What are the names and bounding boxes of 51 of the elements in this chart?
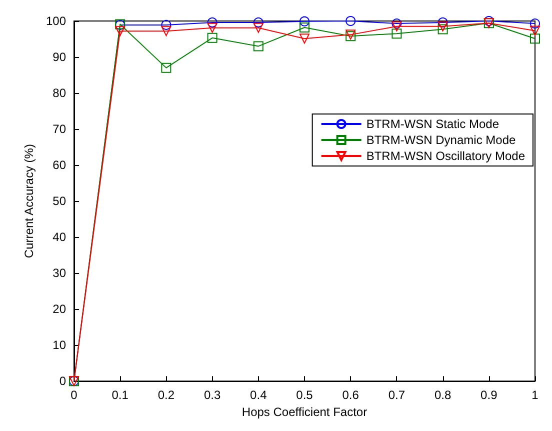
point [253,41,264,52]
point [253,17,264,28]
legend-label: BTRM-WSN Oscillatory Mode [366,149,526,163]
y-tick-label: 70 [52,122,66,136]
point [346,16,356,26]
x-tick-label: 0.8 [434,388,452,402]
point [438,24,448,34]
point [161,62,172,73]
point [161,20,172,30]
x-tick-label: 0 [70,388,78,402]
point [207,17,218,28]
x-axis-title: Hops Coefficient Factor [242,405,368,419]
x-tick-label: 0.5 [296,388,314,402]
x-tick-label: 0.4 [250,388,268,402]
point [300,16,310,26]
point [207,32,218,43]
point [438,21,448,32]
y-tick-label: 40 [52,230,66,244]
x-tick-label: 0.3 [204,388,221,402]
point [392,18,402,29]
legend-label: BTRM-WSN Static Mode [366,117,500,131]
point [253,22,264,33]
y-tick-label: 10 [52,338,66,352]
x-tick-label: 1 [532,388,539,402]
y-tick-label: 90 [52,50,66,64]
point [300,22,310,32]
point [392,21,402,32]
point [530,18,540,29]
point [438,17,448,28]
point [530,26,540,36]
x-tick-label: 0.9 [480,388,498,402]
y-tick-label: 0 [59,374,66,388]
point [161,26,172,36]
x-tick-label: 0.6 [342,388,360,402]
x-tick-label: 0.2 [158,388,175,402]
point [484,16,494,26]
point [392,28,402,39]
point [115,26,126,36]
x-tick-label: 0.7 [388,388,406,402]
y-tick-label: 30 [52,266,66,280]
point [207,22,218,33]
y-tick-label: 80 [52,86,66,100]
y-tick-label: 60 [52,158,66,172]
y-axis-title: Current Accuracy (%) [22,144,36,258]
point [300,34,310,44]
legend-label: BTRM-WSN Dynamic Mode [366,133,516,147]
point [530,34,540,44]
y-tick-label: 100 [46,14,66,28]
x-tick-label: 0.1 [112,388,129,402]
y-tick-label: 50 [52,194,66,208]
y-tick-label: 20 [52,302,66,316]
